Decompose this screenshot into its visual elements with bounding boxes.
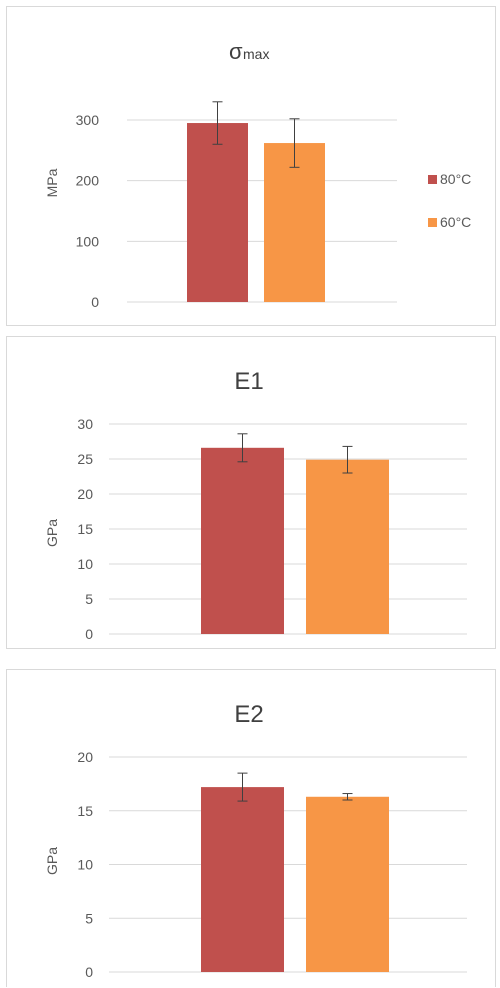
y-tick-label: 5 xyxy=(85,910,93,926)
y-axis-label: GPa xyxy=(44,519,60,547)
y-tick-label: 100 xyxy=(76,233,100,249)
y-tick-label: 200 xyxy=(76,173,100,189)
bar-60c xyxy=(306,459,389,634)
gridlines xyxy=(109,756,467,973)
error-bar xyxy=(237,433,248,463)
y-tick-label: 25 xyxy=(77,451,93,467)
bar-60c xyxy=(306,796,389,972)
bar-80c xyxy=(187,123,248,303)
chart-title-e1: E1 xyxy=(234,368,263,395)
gridlines xyxy=(109,423,467,635)
y-axis-label: MPa xyxy=(44,168,60,197)
chart-e2: E2 GPa 0 5 10 15 20 xyxy=(44,701,467,980)
bar-80c xyxy=(201,787,284,972)
y-tick-label: 5 xyxy=(85,591,93,607)
legend-label-60: 60°C xyxy=(440,214,471,230)
y-tick-label: 20 xyxy=(77,486,93,502)
error-bar xyxy=(289,118,300,168)
error-bar xyxy=(212,101,223,145)
y-tick-label: 15 xyxy=(77,803,93,819)
error-bar xyxy=(342,445,353,474)
gridlines xyxy=(127,119,397,303)
legend-swatch-80 xyxy=(428,175,437,184)
y-tick-label: 0 xyxy=(91,294,99,310)
y-tick-label: 15 xyxy=(77,521,93,537)
y-tick-label: 0 xyxy=(85,626,93,642)
chart-title-sub: max xyxy=(243,46,269,62)
y-tick-label: 30 xyxy=(77,416,93,432)
chart-e1: E1 GPa 0 5 10 15 20 25 30 xyxy=(44,368,467,642)
chart-panel-e2: E2 GPa 0 5 10 15 20 xyxy=(6,669,496,987)
legend-swatch-60 xyxy=(428,218,437,227)
error-bar xyxy=(342,793,353,801)
chart-sigma-max: σ max MPa 80°C 60°C 0 100 200 300 xyxy=(44,39,471,310)
chart-panel-e1: E1 GPa 0 5 10 15 20 25 30 xyxy=(6,336,496,649)
chart-panel-sigma-max: σ max MPa 80°C 60°C 0 100 200 300 xyxy=(6,6,496,326)
y-tick-label: 20 xyxy=(77,749,93,765)
y-tick-label: 0 xyxy=(85,964,93,980)
y-tick-label: 10 xyxy=(77,857,93,873)
legend-label-80: 80°C xyxy=(440,171,471,187)
bar-60c xyxy=(264,143,325,302)
y-tick-label: 300 xyxy=(76,112,100,128)
chart-title-sigma: σ xyxy=(229,39,243,64)
error-bar xyxy=(237,772,248,802)
legend: 80°C 60°C xyxy=(428,171,471,230)
y-axis-label: GPa xyxy=(44,847,60,875)
chart-title-e2: E2 xyxy=(234,701,263,728)
bar-80c xyxy=(201,447,284,634)
y-tick-label: 10 xyxy=(77,556,93,572)
